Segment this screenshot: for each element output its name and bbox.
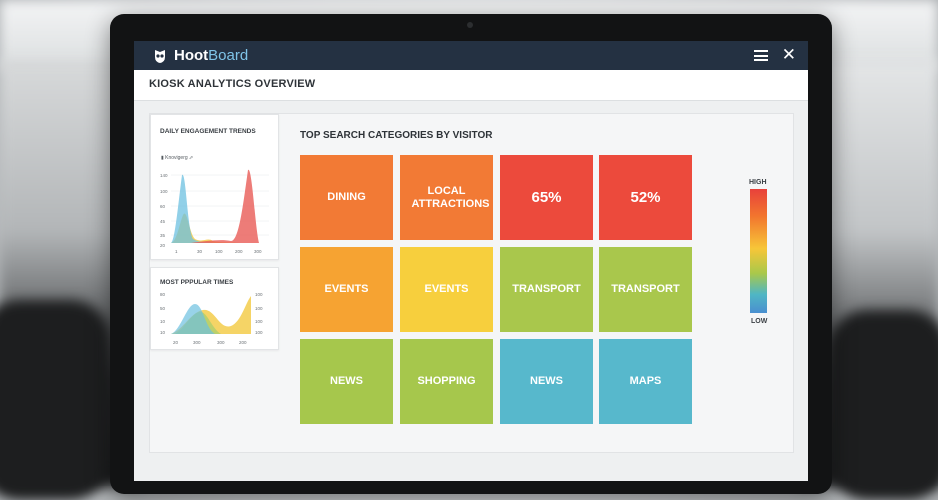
tile-label: 52%	[630, 189, 661, 206]
heatmap-tile[interactable]: SHOPPING	[400, 339, 493, 424]
heatmap-tile[interactable]: LOCAL ATTRACTIONS	[400, 155, 493, 240]
screen: Hoot Board ✕ KIOSK ANALYTICS OVERVIEW DAI…	[134, 41, 808, 481]
brand-name-board: Board	[208, 47, 249, 64]
x-tick: 300	[193, 340, 201, 345]
y-tick: 50	[160, 306, 166, 311]
tile-label: TRANSPORT	[512, 283, 581, 295]
popular-times-card[interactable]: MOST PPPULAR TIMES 80 50 10 10 100 100 1…	[150, 267, 279, 350]
scale-high-label: HIGH	[749, 179, 767, 186]
x-tick: 200	[239, 340, 247, 345]
x-tick: 100	[215, 249, 223, 254]
tile-label: SHOPPING	[417, 375, 476, 387]
y-tick: 10	[160, 330, 166, 335]
y-tick: 80	[160, 292, 166, 297]
tile-label: NEWS	[530, 375, 563, 387]
heatmap-tile[interactable]: 65%	[500, 155, 593, 240]
heatmap-tile[interactable]: NEWS	[300, 339, 393, 424]
tile-label: TRANSPORT	[611, 283, 680, 295]
popular-times-chart: 80 50 10 10 100 100 100 100 20 300	[160, 292, 263, 345]
x-tick: 30	[197, 249, 203, 254]
heatmap-tile[interactable]: DINING	[300, 155, 393, 240]
heatmap-tile[interactable]: NEWS	[500, 339, 593, 424]
y-tick: 45	[160, 219, 166, 224]
y-tick-right: 100	[255, 319, 263, 324]
tile-label: DINING	[327, 191, 366, 203]
y-tick: 20	[160, 243, 166, 248]
popular-times-title: MOST PPPULAR TIMES	[160, 279, 234, 286]
x-tick: 300	[254, 249, 262, 254]
y-tick-right: 100	[255, 292, 263, 297]
tile-label: EVENTS	[424, 283, 469, 295]
y-tick: 140	[160, 173, 168, 178]
close-icon[interactable]: ✕	[781, 45, 796, 64]
y-tick: 100	[160, 189, 168, 194]
page-title: KIOSK ANALYTICS OVERVIEW	[149, 78, 316, 90]
heatmap-tile[interactable]: EVENTS	[400, 247, 493, 332]
x-tick: 1	[175, 249, 178, 254]
background-chair-right	[828, 310, 938, 500]
y-tick: 35	[160, 233, 166, 238]
y-tick-right: 100	[255, 330, 263, 335]
heatmap-tile[interactable]: TRANSPORT	[599, 247, 692, 332]
x-tick: 300	[217, 340, 225, 345]
page-title-bar: KIOSK ANALYTICS OVERVIEW	[134, 70, 808, 101]
tile-label: EVENTS	[324, 283, 369, 295]
popular-area-blue	[171, 304, 215, 334]
heatmap-tile[interactable]: EVENTS	[300, 247, 393, 332]
heatmap-tile[interactable]: 52%	[599, 155, 692, 240]
analytics-panel: DAILY ENGAGEMENT TRENDS ▮ Knovigerg ⬀ 14…	[149, 113, 794, 453]
daily-engagement-title: DAILY ENGAGEMENT TRENDS	[160, 128, 256, 135]
app-header: Hoot Board ✕	[134, 41, 808, 70]
tile-label: NEWS	[330, 375, 363, 387]
heatmap-title: TOP SEARCH CATEGORIES BY VISITOR	[300, 130, 493, 141]
background-chair-left	[0, 300, 110, 500]
scale-low-label: LOW	[751, 318, 768, 325]
tile-label: 65%	[531, 189, 562, 206]
daily-engagement-legend: ▮ Knovigerg ⬀	[161, 155, 194, 161]
webcam	[467, 22, 473, 28]
hootboard-logo[interactable]: Hoot Board	[152, 47, 248, 64]
hamburger-menu-icon[interactable]	[754, 50, 768, 61]
heatmap-tile[interactable]: MAPS	[599, 339, 692, 424]
tile-label: LOCAL ATTRACTIONS	[411, 184, 490, 210]
daily-engagement-card[interactable]: DAILY ENGAGEMENT TRENDS ▮ Knovigerg ⬀ 14…	[150, 114, 279, 260]
y-tick: 10	[160, 319, 166, 324]
heatmap-tile[interactable]: TRANSPORT	[500, 247, 593, 332]
y-tick-right: 100	[255, 306, 263, 311]
brand-name-hoot: Hoot	[174, 47, 209, 64]
tile-label: MAPS	[629, 375, 662, 387]
hootboard-logo-icon	[155, 49, 165, 63]
x-tick: 20	[173, 340, 179, 345]
color-scale-bar	[750, 189, 767, 313]
y-tick: 60	[160, 204, 166, 209]
engagement-area-red	[191, 169, 259, 243]
x-tick: 200	[235, 249, 243, 254]
monitor: Hoot Board ✕ KIOSK ANALYTICS OVERVIEW DAI…	[110, 14, 832, 494]
daily-engagement-chart: 140 100 60 45 35 20	[160, 169, 269, 254]
engagement-area-blue	[171, 174, 215, 243]
